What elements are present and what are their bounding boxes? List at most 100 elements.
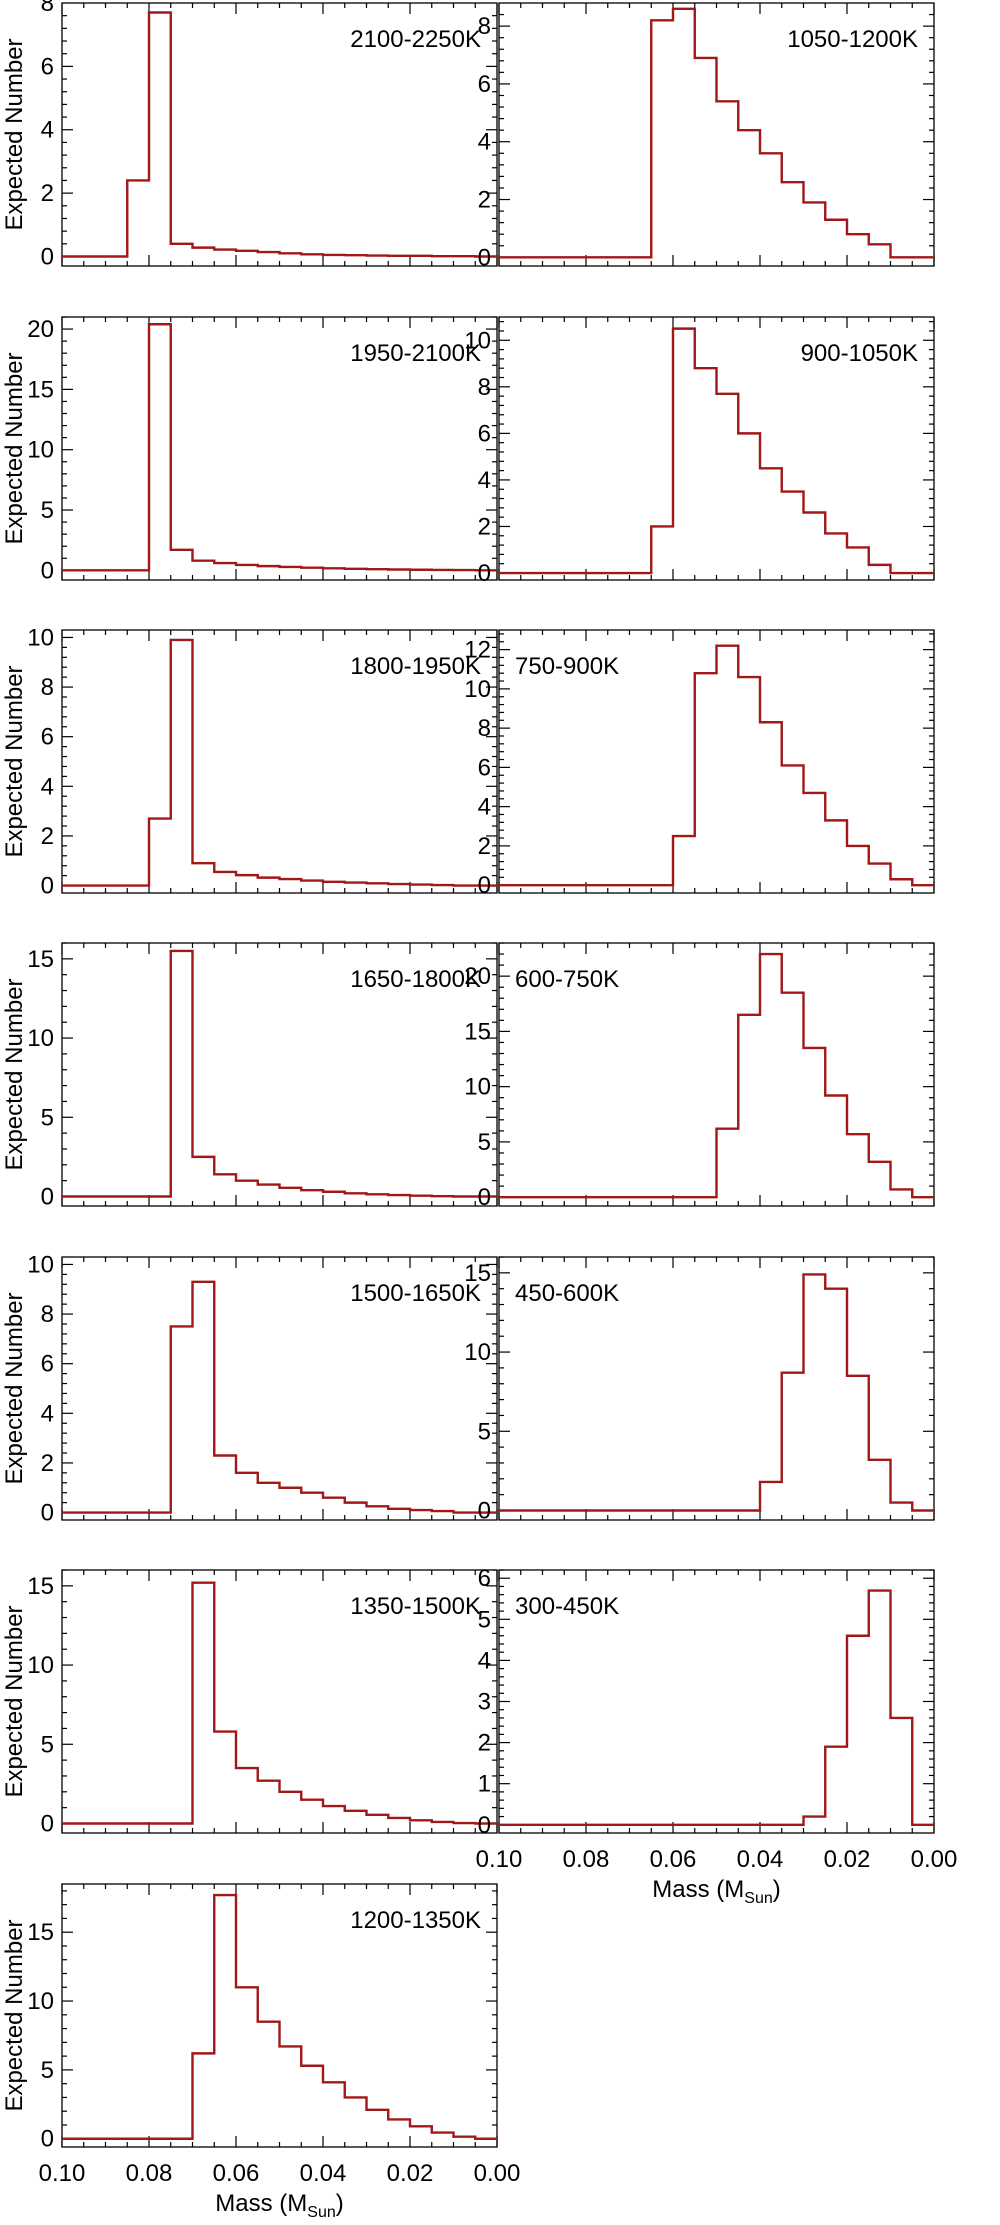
histogram-bin	[695, 58, 717, 257]
histogram-bin	[258, 252, 280, 256]
histogram-bin	[236, 1987, 258, 2138]
histogram-bin	[258, 1781, 280, 1824]
histogram-bin	[280, 567, 302, 570]
x-tick-label: 0.06	[213, 2160, 260, 2187]
panel-title: 2100-2250K	[350, 26, 481, 53]
histogram-bin	[825, 220, 847, 258]
histogram-bin	[236, 875, 258, 885]
histogram-bin	[323, 1806, 345, 1823]
y-tick-label: 6	[478, 1565, 491, 1592]
histogram-bin	[345, 883, 367, 886]
histogram-bin	[717, 1129, 739, 1198]
histogram-bin	[804, 202, 826, 257]
y-tick-label: 5	[478, 1418, 491, 1445]
x-tick-label: 0.08	[563, 1846, 610, 1873]
y-tick-label: 6	[41, 1351, 54, 1378]
y-tick-label: 8	[41, 0, 54, 17]
histogram-bin	[804, 1817, 826, 1825]
y-tick-label: 2	[41, 180, 54, 207]
histogram-bin	[214, 1895, 236, 2139]
histogram-bin	[717, 101, 739, 257]
histogram-bin	[171, 244, 193, 257]
histogram-bin	[214, 1174, 236, 1196]
x-tick-label: 0.02	[824, 1846, 871, 1873]
y-tick-label: 20	[464, 963, 491, 990]
histogram-bin	[825, 1747, 847, 1825]
histogram-bin	[651, 20, 673, 257]
histogram-bin	[869, 864, 891, 886]
histogram-bin	[825, 533, 847, 573]
histogram-bin	[717, 394, 739, 573]
y-tick-label: 0	[41, 2126, 54, 2153]
y-tick-label: 8	[478, 374, 491, 401]
histogram-bin	[847, 1636, 869, 1825]
histogram-bin	[804, 513, 826, 574]
panel-1500-1650K: 0 2 4 6 8 10 1500-1650K Expected Number	[1, 1251, 498, 1527]
y-tick-label: 0	[41, 1500, 54, 1527]
x-tick-label: 0.04	[737, 1846, 784, 1873]
histogram-bin	[847, 234, 869, 257]
histogram-bin	[345, 1193, 367, 1196]
panel-title: 900-1050K	[801, 340, 918, 367]
histogram-bin	[760, 468, 782, 573]
histogram-bin	[825, 820, 847, 885]
y-tick-label: 6	[478, 71, 491, 98]
histogram-bin	[280, 1792, 302, 1824]
y-tick-label: 0	[41, 1810, 54, 1837]
histogram-bin	[280, 1188, 302, 1197]
panel-title: 1500-1650K	[350, 1280, 481, 1307]
histogram-bin	[782, 492, 804, 573]
histogram-bin	[869, 565, 891, 573]
y-tick-label: 0	[478, 244, 491, 271]
panel-title: 1050-1200K	[787, 26, 918, 53]
histogram-bin	[323, 1498, 345, 1513]
histogram-bin	[388, 1509, 410, 1513]
histogram-bin	[193, 1282, 215, 1513]
y-tick-label: 15	[464, 1260, 491, 1287]
x-axis-label: Mass (MSun)	[652, 1876, 780, 1907]
panel-title: 1350-1500K	[350, 1593, 481, 1620]
histogram-bin	[869, 1460, 891, 1511]
histogram-bin	[804, 793, 826, 885]
histogram-bin	[258, 878, 280, 886]
y-tick-label: 10	[464, 1339, 491, 1366]
y-tick-label: 15	[27, 946, 54, 973]
panel-300-450K: 0 1 2 3 4 5 6 300-450K 0.10 0.08 0.06 0.04 0.02 0.00 M…	[476, 1565, 958, 1907]
histogram-bin	[301, 568, 323, 571]
histogram-bin	[651, 526, 673, 573]
histogram-bin	[782, 182, 804, 257]
histogram-line	[62, 1893, 497, 2140]
y-tick-label: 15	[27, 1573, 54, 1600]
histogram-bin	[410, 885, 432, 886]
y-tick-label: 2	[478, 833, 491, 860]
y-tick-label: 10	[27, 1251, 54, 1278]
histogram-bin	[367, 2110, 389, 2139]
histogram-bin	[410, 1196, 432, 1197]
histogram-bin	[323, 255, 345, 257]
histogram-bin	[388, 1195, 410, 1196]
histogram-bin	[301, 1190, 323, 1196]
histogram-bin	[193, 1583, 215, 1824]
histogram-bin	[673, 9, 695, 258]
y-tick-label: 2	[478, 187, 491, 214]
y-tick-label: 0	[478, 872, 491, 899]
panel-900-1050K: 0 2 4 6 8 10 900-1050K	[464, 316, 935, 587]
y-tick-label: 12	[464, 637, 491, 664]
histogram-bin	[193, 248, 215, 257]
histogram-bin	[345, 2097, 367, 2138]
histogram-bin	[367, 1194, 389, 1196]
x-tick-label: 0.02	[387, 2160, 434, 2187]
histogram-bin	[149, 324, 171, 570]
x-tick-label: 0.08	[126, 2160, 173, 2187]
histogram-bin	[454, 2137, 476, 2139]
histogram-bin	[432, 1511, 454, 1512]
histogram-line	[62, 11, 497, 258]
panel-title: 1800-1950K	[350, 653, 481, 680]
histogram-bin	[847, 846, 869, 885]
histogram-bin	[869, 1591, 891, 1825]
y-tick-label: 0	[478, 1497, 491, 1524]
histogram-line	[62, 323, 497, 572]
y-tick-label: 5	[478, 1129, 491, 1156]
histogram-bin	[738, 433, 760, 573]
